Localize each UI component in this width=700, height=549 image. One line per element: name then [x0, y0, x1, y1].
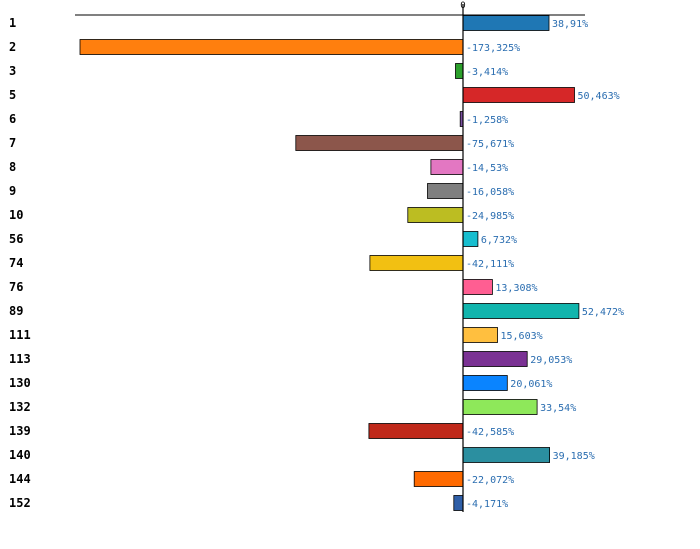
bar-3: [455, 63, 464, 79]
bar-2: [79, 39, 464, 55]
category-label-144: 144: [9, 472, 31, 486]
category-label-6: 6: [9, 112, 16, 126]
category-label-113: 113: [9, 352, 31, 366]
value-label-7: -75,671%: [466, 139, 514, 150]
value-label-139: -42,585%: [466, 427, 514, 438]
value-label-76: 13,308%: [495, 283, 537, 294]
bar-76: [462, 279, 493, 295]
value-label-3: -3,414%: [466, 67, 508, 78]
bar-130: [462, 375, 508, 391]
category-label-152: 152: [9, 496, 31, 510]
category-label-7: 7: [9, 136, 16, 150]
bar-139: [368, 423, 464, 439]
category-label-74: 74: [9, 256, 23, 270]
category-label-139: 139: [9, 424, 31, 438]
category-label-76: 76: [9, 280, 23, 294]
bar-10: [407, 207, 464, 223]
bar-132: [462, 399, 538, 415]
bar-5: [462, 87, 575, 103]
bar-113: [462, 351, 528, 367]
category-label-10: 10: [9, 208, 23, 222]
bar-140: [462, 447, 550, 463]
value-label-111: 15,603%: [501, 331, 543, 342]
category-label-8: 8: [9, 160, 16, 174]
bar-111: [462, 327, 498, 343]
category-label-140: 140: [9, 448, 31, 462]
category-label-130: 130: [9, 376, 31, 390]
value-label-132: 33,54%: [540, 403, 576, 414]
bar-8: [430, 159, 464, 175]
category-label-5: 5: [9, 88, 16, 102]
category-label-2: 2: [9, 40, 16, 54]
value-label-1: 38,91%: [552, 19, 588, 30]
bar-89: [462, 303, 580, 319]
value-label-113: 29,053%: [530, 355, 572, 366]
bar-56: [462, 231, 479, 247]
value-label-10: -24,985%: [466, 211, 514, 222]
value-label-130: 20,061%: [510, 379, 552, 390]
bar-144: [413, 471, 464, 487]
value-label-74: -42,111%: [466, 259, 514, 270]
category-label-9: 9: [9, 184, 16, 198]
labels-group: 1 38,91% 2 -173,325% 3 -3,414% 5 50,463% 6 -1,258…: [9, 16, 624, 510]
bar-1: [462, 15, 550, 31]
category-label-3: 3: [9, 64, 16, 78]
value-label-2: -173,325%: [466, 43, 520, 54]
value-label-9: -16,058%: [466, 187, 514, 198]
category-label-132: 132: [9, 400, 31, 414]
value-label-8: -14,53%: [466, 163, 508, 174]
bar-9: [427, 183, 464, 199]
value-label-56: 6,732%: [481, 235, 517, 246]
bars-group: [79, 15, 580, 511]
value-label-6: -1,258%: [466, 115, 508, 126]
category-label-56: 56: [9, 232, 23, 246]
category-label-111: 111: [9, 328, 31, 342]
category-label-89: 89: [9, 304, 23, 318]
value-label-152: -4,171%: [466, 499, 508, 510]
bar-74: [369, 255, 464, 271]
value-label-140: 39,185%: [553, 451, 595, 462]
value-label-5: 50,463%: [578, 91, 620, 102]
value-label-89: 52,472%: [582, 307, 624, 318]
bar-152: [453, 495, 464, 511]
bar-7: [295, 135, 464, 151]
value-label-144: -22,072%: [466, 475, 514, 486]
category-label-1: 1: [9, 16, 16, 30]
